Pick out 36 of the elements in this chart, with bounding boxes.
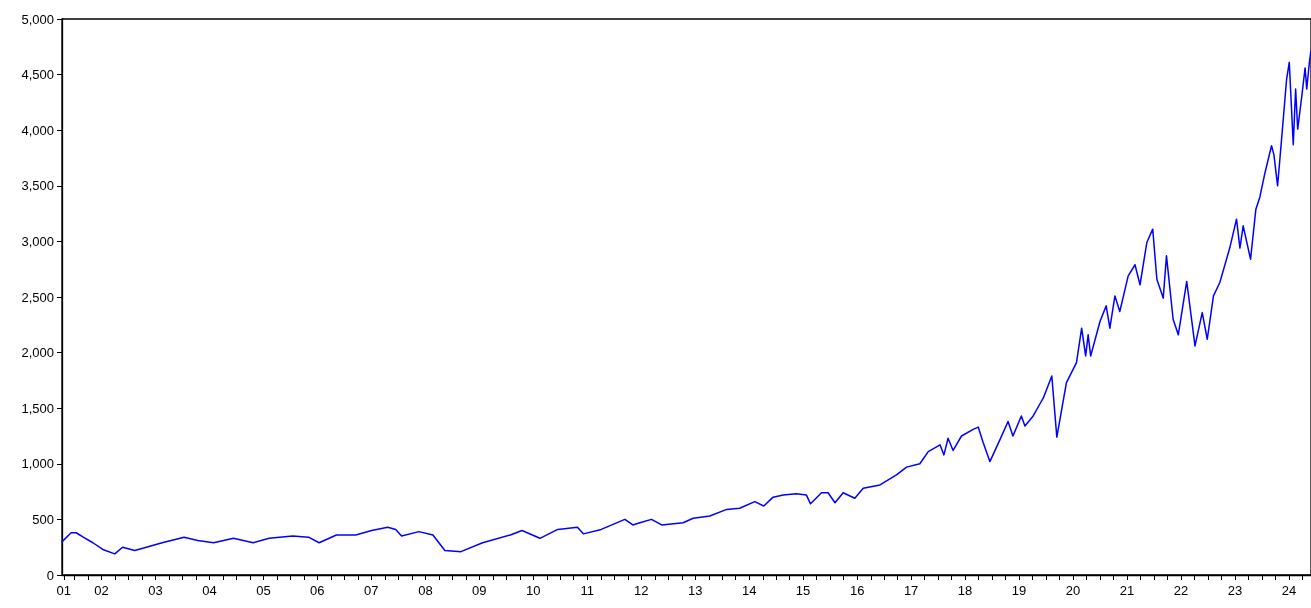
x-tick-label: 13 [687, 583, 703, 598]
y-tick-label: 4,000 [21, 122, 54, 138]
y-tick-label: 3,000 [21, 233, 54, 249]
y-tick-label: 2,500 [21, 289, 54, 305]
x-tick-label: 05 [256, 583, 271, 598]
y-tick-label: 3,500 [21, 178, 54, 194]
y-tick-label: 0 [46, 567, 54, 583]
x-tick-label: 03 [148, 583, 163, 598]
x-tick-label: 17 [903, 583, 919, 598]
x-tick-label: 06 [310, 583, 325, 598]
y-tick-label: 500 [32, 511, 54, 527]
x-tick-label: 23 [1227, 583, 1243, 598]
x-tick-label: 20 [1065, 583, 1081, 598]
x-tick-label: 09 [472, 583, 487, 598]
y-tick-label: 2,000 [21, 345, 54, 361]
x-tick-label: 02 [94, 583, 109, 598]
x-tick-label: 15 [795, 583, 811, 598]
x-tick-label: 18 [957, 583, 973, 598]
x-tick-label: 04 [202, 583, 217, 598]
x-tick-label: 12 [634, 583, 649, 598]
x-tick-label: 07 [364, 583, 379, 598]
x-tick-label: 11 [580, 583, 594, 598]
line-series [61, 50, 1311, 555]
x-tick-label: 22 [1173, 583, 1189, 598]
x-tick-label: 10 [526, 583, 541, 598]
x-tick-label: 19 [1011, 583, 1027, 598]
x-tick-label: 14 [741, 583, 757, 598]
x-tick-label: 21 [1119, 583, 1135, 598]
x-tick-label: 08 [418, 583, 433, 598]
y-tick-label: 1,500 [21, 400, 54, 416]
x-tick-label: 01 [56, 583, 72, 598]
x-tick-label: 24 [1281, 583, 1297, 598]
x-tick-label: 16 [849, 583, 865, 598]
y-tick-label: 4,500 [21, 67, 54, 83]
y-tick-label: 5,000 [21, 11, 54, 27]
y-tick-label: 1,000 [21, 456, 54, 472]
